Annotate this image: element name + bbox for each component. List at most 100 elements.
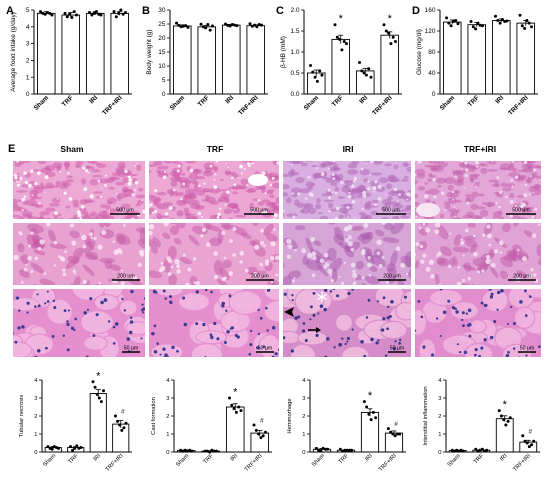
data-point: [45, 11, 49, 15]
tubule-cell: [501, 343, 533, 358]
tubule: [95, 213, 106, 220]
vessel-lumen: [248, 174, 268, 186]
lumen: [275, 273, 279, 277]
nucleus: [142, 311, 145, 314]
lumen: [428, 259, 435, 266]
lumen: [112, 240, 115, 243]
y-axis-label: Interstitial inflammation: [423, 386, 429, 445]
lumen: [167, 272, 172, 276]
lumen: [420, 259, 425, 264]
data-point: [503, 20, 507, 24]
tubule: [84, 199, 93, 204]
y-tick-label: 1.5: [290, 28, 299, 35]
data-point: [523, 26, 527, 30]
data-point: [309, 63, 313, 67]
tubule: [201, 198, 211, 202]
data-point: [393, 40, 397, 43]
tubule: [179, 256, 192, 265]
tubule: [432, 165, 445, 172]
nucleus: [46, 300, 50, 303]
tubule: [388, 178, 401, 183]
tubule-cell: [481, 288, 509, 313]
scale-bar-label: 200 μm: [383, 274, 400, 280]
tubule: [305, 237, 314, 253]
tubule: [470, 176, 475, 183]
asterisk-marker: [317, 292, 327, 302]
chart-B: B 0 5 10 15 20 25 30 Sham TRF IRI TRF+IRI Body weigh…: [142, 5, 268, 117]
tubule-cell: [228, 290, 263, 316]
tubule: [338, 242, 352, 252]
lumen: [185, 282, 190, 286]
nucleus: [380, 328, 385, 332]
bar: [442, 21, 462, 95]
lumen: [395, 163, 397, 165]
lumen: [27, 255, 32, 261]
lumen: [213, 178, 216, 181]
chart-C: C 0.0 0.5 1.0 1.5 2.0 Sham * TRF IRI * TRF+IRI β-HB …: [276, 5, 402, 117]
data-point: [41, 11, 45, 15]
data-point: [210, 24, 214, 28]
nucleus: [259, 316, 263, 320]
lumen: [373, 190, 375, 193]
tubule: [60, 180, 68, 187]
tubule: [91, 169, 101, 173]
histology-image: [282, 160, 412, 220]
panel-letter: C: [276, 5, 284, 17]
nucleus: [297, 315, 301, 319]
lumen: [260, 228, 264, 233]
lumen: [377, 184, 382, 189]
data-point: [360, 69, 364, 73]
y-tick-label: 25: [158, 21, 166, 28]
nucleus: [490, 292, 494, 296]
y-tick-label: 80: [428, 49, 436, 56]
nucleus: [363, 354, 367, 358]
lumen: [330, 273, 333, 276]
tubule: [471, 191, 479, 198]
nucleus: [89, 297, 93, 301]
data-point: [97, 396, 101, 400]
tubule: [240, 232, 252, 240]
lumen: [376, 251, 381, 255]
lumen: [126, 275, 130, 279]
lumen: [216, 216, 220, 219]
tubule: [272, 160, 278, 165]
lumen: [330, 202, 332, 204]
tubule: [394, 209, 405, 213]
lumen: [520, 201, 523, 205]
lumen: [376, 239, 382, 246]
lumen: [97, 244, 103, 250]
tubule: [266, 356, 278, 369]
tubule: [507, 164, 514, 172]
lumen: [475, 185, 478, 188]
tubule: [328, 257, 343, 273]
lumen: [274, 255, 280, 261]
tubule: [520, 206, 532, 210]
data-point: [494, 14, 498, 18]
x-tick-label: TRF: [331, 94, 345, 108]
data-point: [382, 23, 386, 27]
nucleus: [507, 350, 510, 354]
lumen: [519, 168, 521, 171]
lumen: [369, 160, 374, 164]
tubule: [501, 222, 511, 233]
tubule: [85, 251, 99, 260]
lumen: [228, 271, 234, 276]
lumen: [127, 181, 132, 186]
lumen: [350, 248, 355, 252]
data-point: [474, 447, 478, 451]
tubule: [96, 163, 107, 168]
nucleus: [367, 298, 371, 302]
tubule: [363, 178, 369, 183]
lumen: [498, 240, 504, 246]
lumen: [417, 162, 420, 164]
tubule: [427, 178, 433, 183]
tubule: [267, 280, 276, 286]
lumen: [182, 182, 186, 186]
lumen: [25, 263, 28, 266]
data-point: [449, 24, 453, 28]
bar: [110, 12, 130, 95]
bar: [221, 24, 241, 95]
x-tick-label: Sham: [33, 94, 51, 112]
y-tick-label: 1: [302, 432, 305, 438]
nucleus: [455, 310, 459, 314]
